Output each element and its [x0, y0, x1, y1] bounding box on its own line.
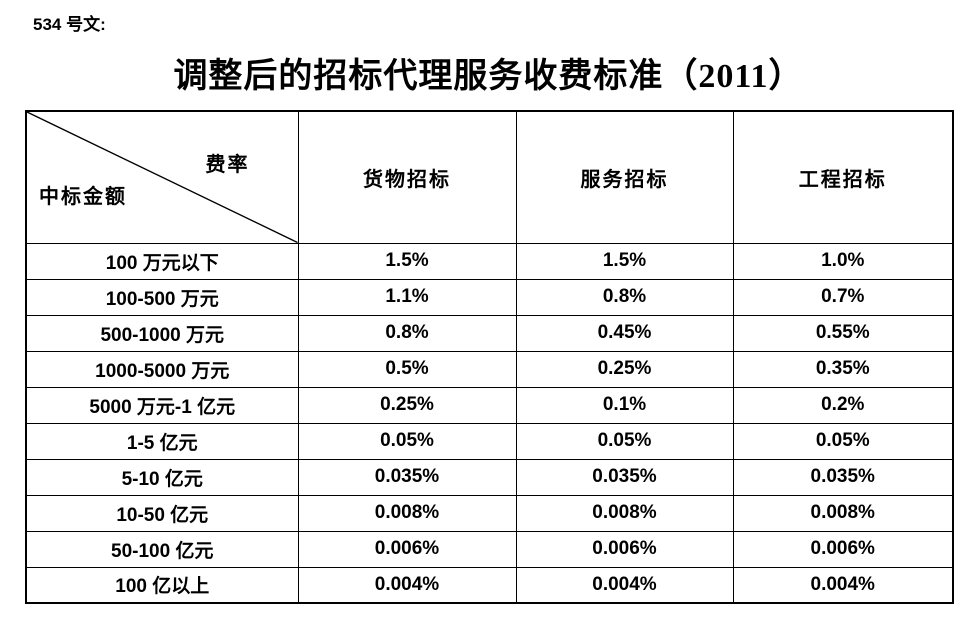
column-header-goods: 货物招标: [297, 110, 517, 244]
fee-value: 0.05%: [732, 422, 954, 460]
fee-value: 0.035%: [515, 458, 734, 496]
fee-value: 0.035%: [297, 458, 517, 496]
doc-number: 534 号文:: [33, 15, 106, 34]
table-row: 100 亿以上 0.004% 0.004% 0.004%: [25, 566, 954, 604]
row-label: 500-1000 万元: [25, 314, 299, 352]
table-row: 1000-5000 万元 0.5% 0.25% 0.35%: [25, 350, 954, 388]
row-label: 50-100 亿元: [25, 530, 299, 568]
fee-value: 0.05%: [297, 422, 517, 460]
column-header-services: 服务招标: [515, 110, 734, 244]
fee-value: 0.004%: [732, 566, 954, 604]
row-label: 5-10 亿元: [25, 458, 299, 496]
fee-value: 0.008%: [515, 494, 734, 532]
fee-value: 0.05%: [515, 422, 734, 460]
row-label: 10-50 亿元: [25, 494, 299, 532]
row-label: 100-500 万元: [25, 278, 299, 316]
fee-value: 1.5%: [297, 242, 517, 280]
table-row: 100 万元以下 1.5% 1.5% 1.0%: [25, 242, 954, 280]
fee-standard-table: 费率 中标金额 货物招标 服务招标 工程招标 100 万元以下 1.5% 1.5…: [25, 110, 954, 604]
column-header-engineering: 工程招标: [732, 110, 954, 244]
fee-value: 0.7%: [732, 278, 954, 316]
fee-value: 0.2%: [732, 386, 954, 424]
fee-value: 0.006%: [515, 530, 734, 568]
table-row: 100-500 万元 1.1% 0.8% 0.7%: [25, 278, 954, 316]
row-label: 100 万元以下: [25, 242, 299, 280]
fee-value: 0.004%: [515, 566, 734, 604]
fee-value: 0.8%: [297, 314, 517, 352]
table-row: 500-1000 万元 0.8% 0.45% 0.55%: [25, 314, 954, 352]
fee-value: 0.004%: [297, 566, 517, 604]
corner-header-cell: 费率 中标金额: [25, 110, 299, 244]
table-row: 5000 万元-1 亿元 0.25% 0.1% 0.2%: [25, 386, 954, 424]
fee-value: 0.035%: [732, 458, 954, 496]
diagonal-divider: [27, 112, 298, 243]
table-row: 5-10 亿元 0.035% 0.035% 0.035%: [25, 458, 954, 496]
fee-value: 0.8%: [515, 278, 734, 316]
corner-label-rate: 费率: [205, 154, 250, 176]
table-header-row: 费率 中标金额 货物招标 服务招标 工程招标: [25, 110, 954, 244]
fee-value: 0.55%: [732, 314, 954, 352]
fee-value: 1.1%: [297, 278, 517, 316]
fee-value: 0.35%: [732, 350, 954, 388]
fee-value: 0.006%: [732, 530, 954, 568]
fee-value: 0.5%: [297, 350, 517, 388]
table-row: 1-5 亿元 0.05% 0.05% 0.05%: [25, 422, 954, 460]
fee-value: 0.1%: [515, 386, 734, 424]
fee-value: 0.45%: [515, 314, 734, 352]
fee-value: 0.008%: [732, 494, 954, 532]
corner-label-amount: 中标金额: [39, 185, 127, 208]
fee-value: 0.25%: [515, 350, 734, 388]
table-row: 50-100 亿元 0.006% 0.006% 0.006%: [25, 530, 954, 568]
page-title: 调整后的招标代理服务收费标准（2011）: [173, 58, 804, 95]
fee-value: 0.008%: [297, 494, 517, 532]
row-label: 1-5 亿元: [25, 422, 299, 460]
row-label: 1000-5000 万元: [25, 350, 299, 388]
fee-value: 1.0%: [732, 242, 954, 280]
row-label: 5000 万元-1 亿元: [25, 386, 299, 424]
fee-value: 1.5%: [515, 242, 734, 280]
table-row: 10-50 亿元 0.008% 0.008% 0.008%: [25, 494, 954, 532]
fee-value: 0.006%: [297, 530, 517, 568]
row-label: 100 亿以上: [25, 566, 299, 604]
fee-value: 0.25%: [297, 386, 517, 424]
